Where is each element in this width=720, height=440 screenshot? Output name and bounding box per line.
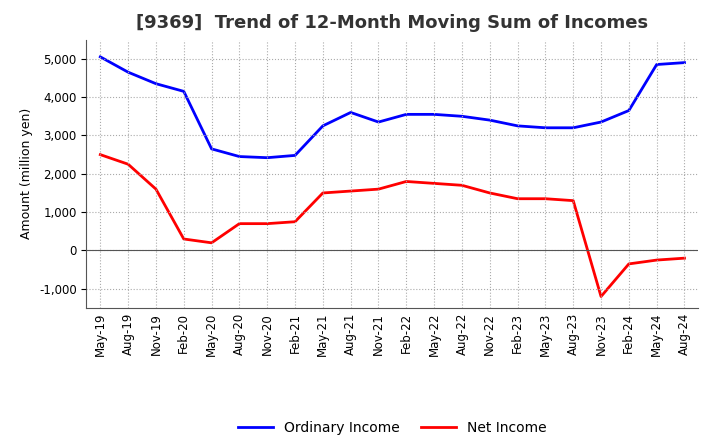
- Line: Net Income: Net Income: [100, 154, 685, 297]
- Ordinary Income: [430, 112, 438, 117]
- Ordinary Income: [152, 81, 161, 86]
- Ordinary Income: [597, 119, 606, 125]
- Net Income: [652, 257, 661, 263]
- Ordinary Income: [207, 146, 216, 151]
- Net Income: [291, 219, 300, 224]
- Net Income: [541, 196, 550, 202]
- Ordinary Income: [458, 114, 467, 119]
- Net Income: [430, 181, 438, 186]
- Ordinary Income: [374, 119, 383, 125]
- Net Income: [96, 152, 104, 157]
- Net Income: [485, 191, 494, 196]
- Y-axis label: Amount (million yen): Amount (million yen): [20, 108, 33, 239]
- Ordinary Income: [124, 70, 132, 75]
- Ordinary Income: [346, 110, 355, 115]
- Ordinary Income: [569, 125, 577, 130]
- Ordinary Income: [235, 154, 243, 159]
- Title: [9369]  Trend of 12-Month Moving Sum of Incomes: [9369] Trend of 12-Month Moving Sum of I…: [136, 15, 649, 33]
- Legend: Ordinary Income, Net Income: Ordinary Income, Net Income: [233, 415, 552, 440]
- Net Income: [597, 294, 606, 299]
- Ordinary Income: [485, 117, 494, 123]
- Net Income: [374, 187, 383, 192]
- Ordinary Income: [291, 153, 300, 158]
- Line: Ordinary Income: Ordinary Income: [100, 57, 685, 158]
- Net Income: [179, 236, 188, 242]
- Net Income: [235, 221, 243, 226]
- Ordinary Income: [513, 123, 522, 128]
- Ordinary Income: [652, 62, 661, 67]
- Ordinary Income: [179, 89, 188, 94]
- Net Income: [569, 198, 577, 203]
- Net Income: [513, 196, 522, 202]
- Ordinary Income: [541, 125, 550, 130]
- Ordinary Income: [624, 108, 633, 113]
- Ordinary Income: [402, 112, 410, 117]
- Ordinary Income: [318, 123, 327, 128]
- Net Income: [346, 188, 355, 194]
- Net Income: [624, 261, 633, 267]
- Ordinary Income: [96, 54, 104, 59]
- Net Income: [458, 183, 467, 188]
- Net Income: [124, 161, 132, 167]
- Net Income: [402, 179, 410, 184]
- Ordinary Income: [263, 155, 271, 160]
- Net Income: [152, 187, 161, 192]
- Net Income: [263, 221, 271, 226]
- Net Income: [680, 256, 689, 261]
- Net Income: [318, 191, 327, 196]
- Net Income: [207, 240, 216, 246]
- Ordinary Income: [680, 60, 689, 65]
